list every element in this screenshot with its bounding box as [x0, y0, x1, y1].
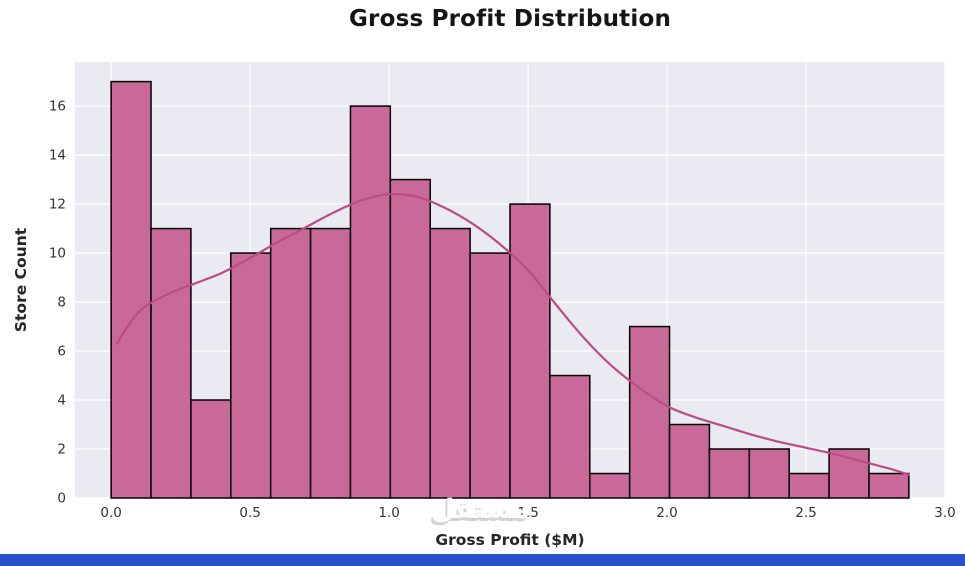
- y-tick-label: 16: [49, 99, 66, 115]
- histogram-chart: 0.0 0.5 1.0 1.5 2.0 2.5 3.0 0 2 4 6 8 10 12 14 16: [49, 62, 956, 521]
- histogram-bar: [708, 448, 751, 499]
- footer-bar: [0, 554, 965, 566]
- x-tick-label: 2.5: [795, 505, 816, 521]
- histogram-bar: [788, 472, 830, 499]
- y-tick-label: 10: [49, 246, 66, 262]
- x-tick-label: 0.0: [100, 505, 121, 521]
- histogram-bar: [509, 203, 551, 499]
- histogram-bar: [828, 448, 870, 499]
- histogram-bar: [110, 80, 152, 499]
- histogram-bar: [868, 472, 910, 499]
- y-axis-label: Store Count: [12, 227, 30, 333]
- chart-title: Gross Profit Distribution: [348, 6, 672, 32]
- x-tick-label: 1.0: [378, 505, 399, 521]
- histogram-bar: [748, 448, 790, 499]
- y-tick-label: 4: [57, 393, 66, 409]
- x-axis-label: Gross Profit ($M): [435, 531, 585, 549]
- histogram-bar: [549, 374, 591, 499]
- x-tick-label: 0.5: [239, 505, 260, 521]
- histogram-bar: [469, 252, 511, 499]
- histogram-bar: [309, 227, 352, 499]
- x-tick-label: 1.5: [517, 505, 538, 521]
- histogram-bar: [230, 252, 272, 499]
- histogram-bar: [150, 227, 192, 499]
- y-tick-label: 8: [57, 295, 66, 311]
- histogram-bar: [389, 178, 431, 499]
- kde-line: [115, 193, 910, 476]
- y-tick-label: 14: [49, 148, 66, 164]
- y-tick-label: 2: [57, 442, 66, 458]
- y-tick-label: 12: [49, 197, 66, 213]
- histogram-bar: [190, 399, 232, 499]
- histogram-bar: [628, 325, 671, 499]
- y-tick-label: 6: [57, 344, 66, 360]
- x-tick-label: 3.0: [934, 505, 955, 521]
- histogram-bar: [349, 105, 392, 499]
- histogram-bar: [429, 227, 471, 499]
- histogram-bar: [668, 423, 711, 499]
- y-tick-label: 0: [57, 491, 66, 507]
- histogram-bar: [269, 227, 312, 499]
- histogram-bar: [589, 472, 631, 499]
- x-tick-label: 2.0: [656, 505, 677, 521]
